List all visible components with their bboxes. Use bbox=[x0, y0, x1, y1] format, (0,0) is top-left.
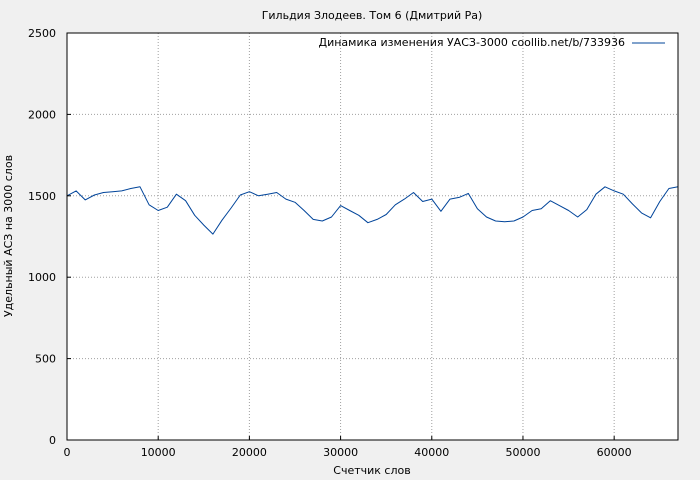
chart-title: Гильдия Злодеев. Том 6 (Дмитрий Ра) bbox=[262, 9, 483, 22]
x-tick-label: 30000 bbox=[323, 446, 358, 459]
y-tick-label: 2500 bbox=[28, 27, 56, 40]
x-tick-label: 60000 bbox=[597, 446, 632, 459]
x-tick-label: 50000 bbox=[505, 446, 540, 459]
y-tick-label: 1000 bbox=[28, 271, 56, 284]
series-layer bbox=[66, 186, 679, 235]
axis-ticks: 0 10000 20000 30000 40000 50000 60000 0 500 1000 1… bbox=[28, 27, 632, 459]
y-tick-label: 1500 bbox=[28, 190, 56, 203]
x-tick-label: 0 bbox=[64, 446, 71, 459]
y-tick-label: 2000 bbox=[28, 108, 56, 121]
y-axis-label: Удельный АСЗ на 3000 слов bbox=[2, 155, 15, 317]
legend: Динамика изменения УАСЗ-3000 coollib.net… bbox=[319, 36, 665, 49]
y-tick-label: 0 bbox=[49, 434, 56, 447]
x-tick-label: 40000 bbox=[414, 446, 449, 459]
plot-area bbox=[67, 33, 678, 440]
series-line bbox=[66, 186, 679, 235]
y-tick-label: 500 bbox=[35, 353, 56, 366]
x-axis-label: Счетчик слов bbox=[333, 464, 410, 477]
x-tick-label: 20000 bbox=[232, 446, 267, 459]
plot-frame bbox=[66, 32, 679, 441]
grid bbox=[67, 33, 678, 440]
x-tick-label: 10000 bbox=[141, 446, 176, 459]
legend-label: Динамика изменения УАСЗ-3000 coollib.net… bbox=[319, 36, 626, 49]
